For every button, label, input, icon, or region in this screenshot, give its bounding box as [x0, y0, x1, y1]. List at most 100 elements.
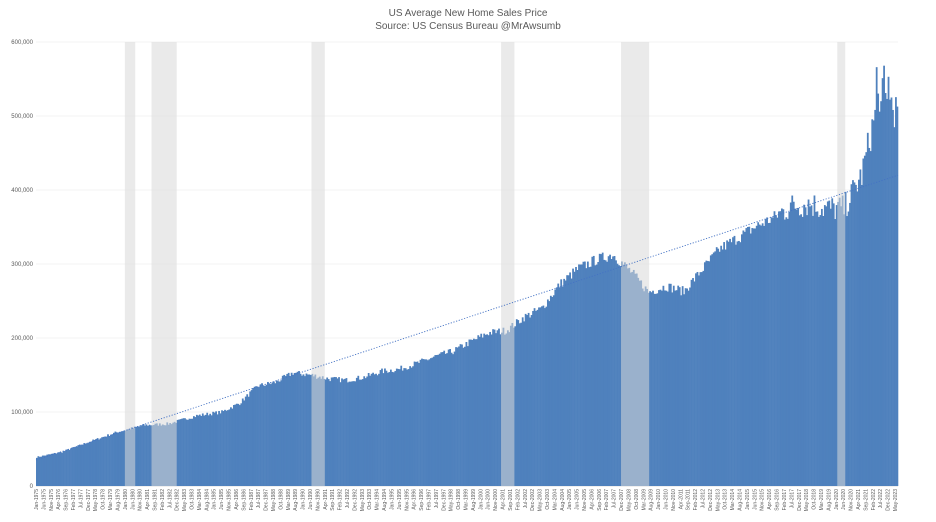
x-tick-label: Aug-2009	[649, 489, 655, 511]
bar	[699, 272, 702, 486]
bar	[299, 373, 302, 486]
x-tick-label: May-2013	[715, 489, 721, 511]
bar	[822, 215, 825, 486]
x-tick-label: Sep-2016	[775, 489, 781, 511]
x-tick-label: Mar-1999	[464, 489, 470, 511]
bar	[895, 97, 897, 487]
trendline	[35, 174, 899, 461]
x-tick-label: Dec-1997	[441, 489, 447, 511]
bar	[461, 344, 463, 486]
bar	[213, 412, 216, 486]
x-tick-label: Nov-1990	[315, 489, 321, 511]
bar	[184, 418, 186, 486]
bar	[391, 371, 394, 486]
x-tick-label: Sep-1981	[152, 489, 158, 511]
y-tick-label: 100,000	[11, 410, 33, 416]
bar	[684, 288, 687, 486]
bar	[192, 416, 195, 486]
bar	[495, 333, 497, 486]
bar	[53, 452, 56, 486]
bar	[102, 436, 105, 486]
bar	[349, 381, 352, 486]
bar	[690, 279, 693, 486]
x-tick-label: Aug-2014	[738, 489, 744, 511]
bar	[493, 329, 496, 486]
x-tick-label: Jul-2012	[700, 489, 706, 508]
bar	[395, 368, 398, 486]
bar	[469, 339, 472, 486]
bar	[336, 378, 339, 486]
bar	[738, 240, 740, 486]
bar	[326, 377, 329, 486]
bar	[570, 278, 573, 486]
bar	[113, 432, 115, 486]
bar	[884, 93, 887, 486]
bar	[539, 307, 542, 486]
x-tick-label: Dec-2017	[797, 489, 803, 511]
x-tick-label: Jun-2000	[486, 489, 492, 510]
bar	[548, 301, 551, 486]
bar	[275, 380, 278, 486]
x-tick-label: Apr-1976	[56, 489, 62, 510]
bar	[810, 205, 813, 486]
bar	[552, 295, 555, 486]
bar	[649, 291, 651, 486]
bar	[440, 352, 443, 486]
x-tick-label: Dec-1982	[175, 489, 181, 511]
bar	[610, 259, 613, 486]
bar	[77, 445, 80, 486]
bar	[429, 358, 432, 486]
bar	[247, 396, 250, 486]
bar	[384, 368, 386, 486]
bar	[95, 438, 98, 486]
bar	[361, 379, 364, 486]
bar	[425, 359, 428, 486]
x-axis: Jan-1975 Jun-1975 Nov-1975 Apr-1976 Sep-1976…	[34, 489, 899, 511]
x-tick-label: Jun-1995	[397, 489, 403, 510]
bar	[825, 206, 828, 486]
x-tick-label: Apr-2011	[678, 489, 684, 509]
bar	[293, 372, 296, 486]
bar	[367, 373, 370, 486]
bar	[671, 292, 674, 486]
recession-band	[837, 42, 846, 486]
bar	[581, 264, 583, 486]
bar	[354, 381, 357, 486]
bar	[733, 235, 736, 486]
bar	[404, 368, 407, 486]
bar	[557, 283, 560, 486]
bar	[896, 106, 899, 486]
bar	[883, 65, 885, 487]
bar	[178, 419, 180, 486]
bar	[447, 349, 450, 486]
bar	[732, 237, 734, 486]
bar	[197, 415, 200, 486]
bar	[518, 323, 521, 486]
bar	[829, 208, 832, 486]
bar	[78, 444, 81, 486]
bar	[59, 451, 62, 486]
bar	[381, 368, 383, 486]
bar	[481, 337, 484, 486]
bar	[387, 372, 389, 486]
bar	[546, 299, 549, 486]
bar	[90, 441, 93, 486]
bar	[881, 78, 884, 486]
bar	[530, 315, 533, 486]
bar	[783, 219, 786, 486]
bar	[370, 373, 373, 486]
bar	[712, 252, 715, 486]
x-tick-label: Oct-2013	[723, 489, 729, 510]
bar	[604, 260, 607, 486]
bar	[250, 390, 253, 486]
bar	[598, 253, 601, 486]
bar	[849, 202, 851, 486]
bar	[255, 386, 257, 486]
bar	[862, 158, 865, 486]
x-tick-label: Feb-2002	[515, 489, 521, 511]
bar	[760, 225, 763, 486]
x-tick-label: Mar-1984	[197, 489, 203, 511]
bar	[83, 443, 86, 486]
bar	[104, 436, 106, 486]
bar	[785, 217, 788, 486]
